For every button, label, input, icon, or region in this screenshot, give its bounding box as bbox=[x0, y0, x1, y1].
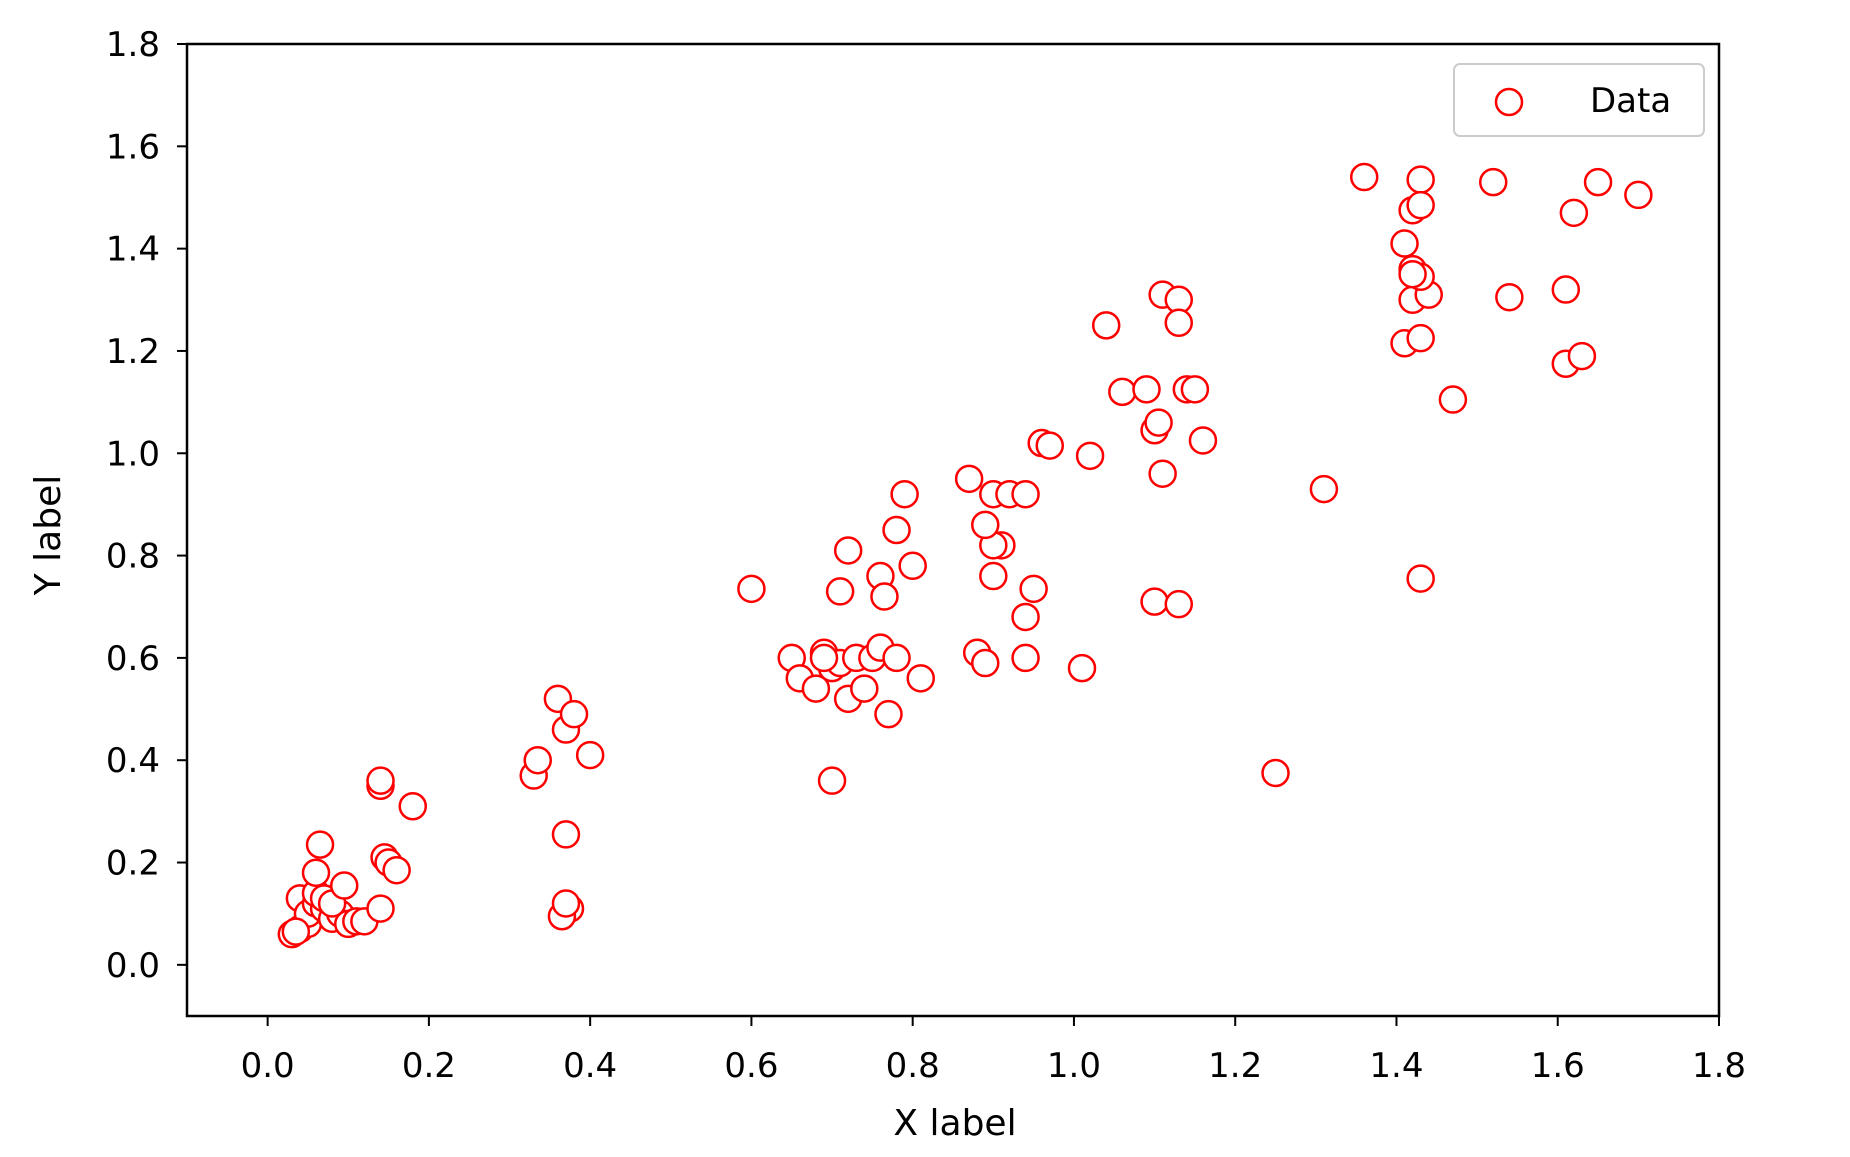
data-point bbox=[1188, 426, 1218, 455]
data-point bbox=[906, 664, 935, 693]
data-point bbox=[1390, 229, 1419, 258]
y-tick-label: 0.0 bbox=[106, 946, 160, 986]
x-tick-label: 0.0 bbox=[241, 1046, 295, 1086]
y-tick-label: 0.6 bbox=[106, 639, 160, 679]
data-point bbox=[1075, 441, 1105, 471]
data-point bbox=[523, 745, 552, 775]
data-point bbox=[833, 536, 863, 565]
data-point bbox=[1144, 408, 1173, 437]
data-point bbox=[898, 551, 927, 581]
data-point bbox=[1148, 459, 1177, 488]
y-tick-label: 1.6 bbox=[106, 127, 160, 167]
data-point bbox=[1406, 190, 1435, 220]
data-point bbox=[1624, 180, 1653, 210]
x-tick-label: 0.4 bbox=[563, 1046, 617, 1086]
data-point bbox=[850, 674, 879, 703]
data-point bbox=[874, 699, 903, 729]
axes-layer bbox=[185, 42, 1721, 1018]
legend: Data bbox=[1453, 63, 1705, 137]
data-point bbox=[1478, 167, 1508, 197]
data-point bbox=[1309, 474, 1339, 504]
y-axis-label: Y label bbox=[28, 475, 69, 597]
data-point bbox=[882, 643, 911, 673]
x-tick-label: 0.8 bbox=[886, 1046, 940, 1086]
data-point bbox=[551, 889, 581, 918]
x-tick-label: 0.6 bbox=[724, 1046, 778, 1086]
y-tick-label: 1.2 bbox=[106, 332, 160, 372]
x-axis-label: X label bbox=[893, 1103, 1016, 1144]
data-point bbox=[281, 917, 311, 946]
data-point bbox=[809, 643, 839, 673]
data-point bbox=[366, 766, 395, 795]
plot-frame bbox=[185, 42, 1721, 1018]
x-tick-label: 1.6 bbox=[1531, 1046, 1585, 1086]
data-point bbox=[1067, 653, 1097, 683]
data-point bbox=[1035, 431, 1065, 460]
data-point bbox=[1180, 375, 1210, 404]
data-point bbox=[1495, 282, 1524, 312]
data-point bbox=[382, 855, 411, 885]
data-point bbox=[1559, 198, 1589, 228]
data-point bbox=[1567, 341, 1597, 371]
data-point bbox=[1406, 564, 1435, 593]
data-point bbox=[1261, 758, 1290, 788]
data-point bbox=[305, 830, 335, 859]
data-point bbox=[1011, 602, 1040, 632]
data-point bbox=[301, 858, 331, 888]
x-tick-label: 1.2 bbox=[1208, 1046, 1262, 1086]
data-point bbox=[882, 515, 911, 545]
data-point bbox=[1108, 377, 1137, 407]
data-point bbox=[398, 792, 428, 821]
data-point bbox=[575, 740, 605, 770]
ticks-layer: 0.0 0.2 0.4 0.6 0.8 1.0 1.2 1.4 1.6 1.8 0.0 0.2 0.4 0… bbox=[106, 25, 1746, 1086]
data-point bbox=[1132, 375, 1161, 404]
y-tick-label: 1.8 bbox=[106, 25, 160, 65]
data-point bbox=[825, 577, 855, 606]
data-point bbox=[954, 464, 984, 494]
x-tick-label: 1.4 bbox=[1369, 1046, 1423, 1086]
data-point bbox=[1349, 162, 1379, 192]
x-tick-label: 1.8 bbox=[1692, 1046, 1746, 1086]
y-tick-label: 0.2 bbox=[106, 844, 160, 884]
legend-box bbox=[1453, 63, 1705, 137]
data-point bbox=[971, 648, 1000, 678]
data-point bbox=[801, 674, 831, 703]
data-point bbox=[1164, 589, 1194, 619]
data-point bbox=[559, 699, 589, 729]
data-point bbox=[817, 766, 847, 795]
data-point bbox=[1091, 311, 1121, 340]
data-point bbox=[737, 574, 766, 604]
x-tick-label: 1.0 bbox=[1047, 1046, 1101, 1086]
data-point bbox=[551, 820, 581, 849]
data-point bbox=[971, 510, 1000, 540]
legend-marker bbox=[1494, 87, 1524, 117]
legend-label: Data bbox=[1590, 81, 1671, 121]
data-point bbox=[1406, 323, 1435, 353]
data-point bbox=[1011, 643, 1040, 673]
y-tick-label: 0.4 bbox=[106, 741, 160, 781]
data-point bbox=[1164, 308, 1194, 338]
y-tick-label: 0.8 bbox=[106, 537, 160, 577]
data-point bbox=[1551, 275, 1581, 304]
data-point bbox=[1140, 587, 1169, 616]
x-tick-label: 0.2 bbox=[402, 1046, 456, 1086]
data-point bbox=[1406, 165, 1435, 194]
data-point bbox=[870, 582, 899, 611]
points-layer bbox=[277, 162, 1653, 949]
y-tick-label: 1.0 bbox=[106, 434, 160, 474]
data-point bbox=[366, 894, 395, 923]
data-point bbox=[1011, 479, 1040, 509]
data-point bbox=[1583, 167, 1613, 197]
data-point bbox=[329, 871, 359, 900]
y-tick-label: 1.4 bbox=[106, 230, 160, 270]
data-point bbox=[890, 479, 919, 509]
data-point bbox=[1019, 574, 1048, 604]
data-point bbox=[979, 561, 1008, 591]
data-point bbox=[1398, 259, 1427, 289]
data-point bbox=[1438, 385, 1468, 414]
